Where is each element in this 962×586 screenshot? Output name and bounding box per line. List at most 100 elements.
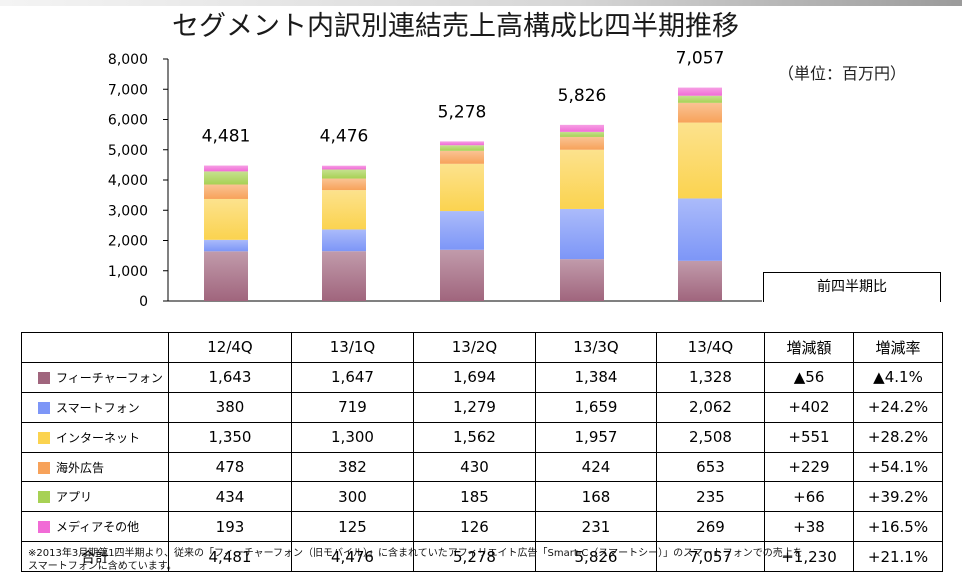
total-cell: 7,057 [656, 541, 765, 573]
footnote: ※2013年3月期第1四半期より、従来の「フィーチャーフォン（旧モバイル）」に含… [28, 547, 803, 573]
row-label: 海外広告 [21, 451, 169, 483]
table-cell: 168 [535, 481, 657, 513]
change-cell: +402 [764, 391, 854, 423]
table-cell: 1,350 [168, 421, 292, 453]
row-label: インターネット [21, 421, 169, 453]
rate-cell: +54.1% [853, 451, 943, 483]
bar-segment [560, 131, 604, 137]
change-cell: ▲56 [764, 361, 854, 393]
bar-segment [204, 171, 248, 185]
table-cell: 1,300 [291, 421, 414, 453]
unit-label: （単位：百万円） [778, 64, 907, 83]
table-cell: 434 [168, 481, 292, 513]
table-cell: 1,562 [413, 421, 536, 453]
rate-cell: +28.2% [853, 421, 943, 453]
table-cell: 231 [535, 511, 657, 543]
rate-cell: +24.2% [853, 391, 943, 423]
bar-segment [440, 211, 484, 250]
table-cell: 1,647 [291, 361, 414, 393]
total-cell: 5,278 [413, 541, 536, 573]
legend-swatch [38, 491, 50, 504]
total-change-cell: +1,230 [764, 541, 854, 573]
bar-total-label: 5,826 [558, 86, 607, 106]
table-cell: 478 [168, 451, 292, 483]
bar-segment [322, 251, 366, 301]
table-total-row: 合計 4,481 4,476 5,278 5,826 7,057 +1,230 +21.1% [21, 541, 943, 573]
bar-segment [440, 163, 484, 212]
y-tick-label: 2,000 [108, 234, 148, 250]
table-cell: 719 [291, 391, 414, 423]
change-header: 増減額 [764, 332, 854, 363]
bar-segment [322, 178, 366, 191]
table-cell: 430 [413, 451, 536, 483]
table-cell: 1,384 [535, 361, 657, 393]
table-cell: 1,694 [413, 361, 536, 393]
top-decor-bar [0, 0, 962, 6]
y-tick-label: 8,000 [108, 52, 148, 68]
table-cell: 2,062 [656, 391, 765, 423]
bar-segment [560, 149, 604, 209]
bar-segment [204, 184, 248, 199]
column-header: 13/4Q [656, 332, 765, 363]
total-cell: 5,826 [535, 541, 657, 573]
bar-segment [322, 229, 366, 252]
column-header: 13/1Q [291, 332, 414, 363]
legend-swatch [38, 461, 50, 474]
y-tick-label: 1,000 [108, 264, 148, 280]
bar-total-label: 7,057 [676, 49, 725, 69]
table-cell: 185 [413, 481, 536, 513]
table-cell: 2,508 [656, 421, 765, 453]
stacked-bar-chart: 0 1,000 2,000 3,000 4,000 5,000 6,000 7,000 8,00… [108, 49, 762, 310]
row-label: アプリ [21, 481, 169, 513]
rate-cell: +39.2% [853, 481, 943, 513]
bar-segment [204, 165, 248, 172]
bar-segment [560, 136, 604, 150]
bar-segment [678, 260, 722, 301]
table-cell: 193 [168, 511, 292, 543]
bar-segment [440, 150, 484, 164]
y-tick-label: 6,000 [108, 113, 148, 129]
bar-segment [440, 141, 484, 146]
table-cell: 382 [291, 451, 414, 483]
table-cell: 1,957 [535, 421, 657, 453]
table-row: スマートフォン 380 719 1,279 1,659 2,062 +402 +24.2% [21, 391, 943, 423]
legend-swatch [38, 431, 50, 444]
bar-total-label: 4,481 [202, 126, 251, 146]
total-cell: 4,481 [168, 541, 292, 573]
y-tick-label: 4,000 [108, 173, 148, 189]
row-label-text: 海外広告 [56, 460, 105, 475]
row-label: フィーチャーフォン [21, 361, 169, 393]
bar-segment [204, 239, 248, 252]
bar-segment [322, 190, 366, 230]
table-cell: 424 [535, 451, 657, 483]
bar-segment [440, 145, 484, 151]
row-label-text: インターネット [56, 430, 141, 445]
y-tick-label: 3,000 [108, 203, 148, 219]
bar-segment [678, 102, 722, 123]
bar-segment [204, 198, 248, 240]
y-tick-label: 7,000 [108, 82, 148, 98]
row-label: スマートフォン [21, 391, 169, 423]
table-cell: 235 [656, 481, 765, 513]
row-label-text: アプリ [56, 490, 93, 505]
bar-total-label: 4,476 [320, 127, 369, 147]
column-header: 13/2Q [413, 332, 536, 363]
table-row: メディアその他 193 125 126 231 269 +38 +16.5% [21, 511, 943, 543]
row-label-text: スマートフォン [56, 400, 140, 415]
y-tick-label: 0 [139, 294, 148, 310]
bar-segment [204, 251, 248, 301]
bar-segment [322, 169, 366, 179]
bar-segment [678, 95, 722, 103]
row-label-text: メディアその他 [56, 520, 140, 535]
rate-header: 増減率 [853, 332, 943, 363]
bar-segment [560, 208, 604, 260]
table-cell: 125 [291, 511, 414, 543]
rate-cell: ▲4.1% [853, 361, 943, 393]
table-cell: 126 [413, 511, 536, 543]
table-cell: 269 [656, 511, 765, 543]
table-row: インターネット 1,350 1,300 1,562 1,957 2,508 +551 +28.… [21, 421, 943, 453]
data-table: 12/4Q 13/1Q 13/2Q 13/3Q 13/4Q 増減額 増減率 フィーチャーフォン… [21, 332, 943, 573]
table-row: アプリ 434 300 185 168 235 +66 +39.2% [21, 481, 943, 513]
table-cell: 1,328 [656, 361, 765, 393]
page-title: セグメント内訳別連結売上高構成比四半期推移 [172, 11, 739, 42]
